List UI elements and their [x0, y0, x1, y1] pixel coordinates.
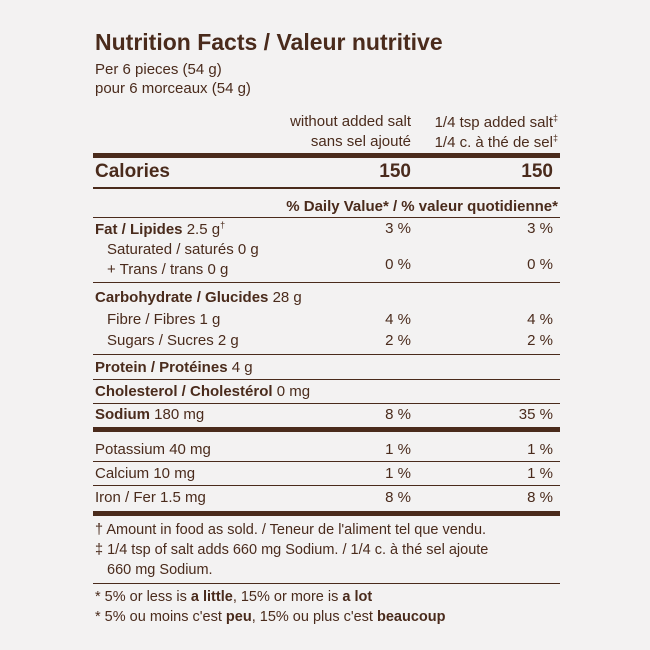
rule	[93, 354, 560, 355]
col-header: without added salt	[290, 113, 411, 130]
nutrient: Cholesterol / Cholestérol 0 mg	[95, 384, 310, 399]
rule	[93, 282, 560, 283]
dv-note-text: , 15% or more is	[232, 589, 343, 605]
dv-note: * 5% or less is a little, 15% or more is…	[95, 590, 372, 605]
rule	[93, 379, 560, 380]
rule	[93, 217, 560, 218]
dv-value: 1 %	[527, 465, 553, 482]
note-mark: †	[220, 220, 226, 230]
footnote-text: 1/4 tsp of salt adds 660 mg Sodium. / 1/…	[107, 542, 489, 558]
serving-en: Per 6 pieces (54 g)	[95, 61, 222, 78]
dv-value: 8 %	[527, 489, 553, 506]
calories-value: 150	[379, 161, 411, 182]
amount: 2.5 g	[186, 221, 221, 238]
dv-note-text: * 5% ou moins c'est	[95, 609, 226, 625]
dv-note-text: , 15% ou plus c'est	[251, 609, 377, 625]
footnote: † Amount in food as sold. / Teneur de l'…	[95, 523, 486, 538]
nutrient-name: Sodium	[95, 406, 150, 423]
dv-note-text: a little	[190, 589, 233, 605]
dv-note-text: peu	[225, 609, 252, 625]
rule	[93, 485, 560, 486]
rule	[93, 153, 560, 158]
nutrient-name: Iron / Fer 1.5 mg	[95, 489, 206, 506]
dv-value: 4 %	[385, 311, 411, 328]
note-mark: ‡	[552, 133, 558, 143]
dv-value: 2 %	[527, 332, 553, 349]
rule	[93, 511, 560, 516]
dv-value: 0 %	[527, 256, 553, 273]
dv-value: 0 %	[385, 256, 411, 273]
rule	[93, 187, 560, 189]
nutrient-name: Fibre / Fibres 1 g	[107, 311, 221, 328]
nutrient: Protein / Protéines 4 g	[95, 360, 253, 375]
dv-value: 1 %	[385, 465, 411, 482]
nutrient-name: Saturated / saturés 0 g	[107, 241, 259, 258]
dv-value: 8 %	[385, 489, 411, 506]
rule	[93, 461, 560, 462]
nutrient-name: Potassium 40 mg	[95, 441, 211, 458]
nutrient: Sodium 180 mg	[95, 407, 204, 422]
nutrient-name: Carbohydrate / Glucides	[95, 289, 269, 306]
col-header: 1/4 c. à thé de sel‡	[434, 133, 558, 151]
nutrient-name: Fat / Lipides	[95, 221, 183, 238]
dv-value: 35 %	[518, 406, 553, 423]
col-header-text: 1/4 tsp added salt	[434, 114, 553, 131]
dv-value: 3 %	[527, 220, 553, 237]
footnote: ‡ 1/4 tsp of salt adds 660 mg Sodium. / …	[95, 543, 488, 558]
rule	[93, 427, 560, 432]
amount: 180 mg	[154, 406, 205, 423]
amount: 28 g	[272, 289, 302, 306]
dv-value: 1 %	[527, 441, 553, 458]
nutrient: Carbohydrate / Glucides 28 g	[95, 290, 302, 305]
footnote-text: Amount in food as sold. / Teneur de l'al…	[106, 522, 487, 538]
nutrient: Fat / Lipides 2.5 g†	[95, 220, 226, 238]
col-header: sans sel ajouté	[310, 133, 411, 150]
dv-value: 8 %	[385, 406, 411, 423]
nutrient-name: Sugars / Sucres 2 g	[107, 332, 239, 349]
nutrient-name: + Trans / trans 0 g	[107, 261, 229, 278]
calories-label: Calories	[95, 161, 170, 182]
calories-value: 150	[521, 161, 553, 182]
nutrient-name: Cholesterol / Cholestérol	[95, 383, 273, 400]
dv-value: 1 %	[385, 441, 411, 458]
rule	[93, 583, 560, 584]
amount: 0 mg	[276, 383, 311, 400]
dv-note-text: * 5% or less is	[95, 589, 191, 605]
dv-note: * 5% ou moins c'est peu, 15% ou plus c'e…	[95, 610, 445, 625]
dv-value: 4 %	[527, 311, 553, 328]
dv-note-text: beaucoup	[377, 609, 446, 625]
nutrient-name: Protein / Protéines	[95, 359, 228, 376]
dv-value: 2 %	[385, 332, 411, 349]
amount: 4 g	[231, 359, 253, 376]
nutrient-name: Calcium 10 mg	[95, 465, 196, 482]
rule	[93, 403, 560, 404]
note-mark: ‡	[552, 113, 558, 123]
title: Nutrition Facts / Valeur nutritive	[95, 29, 443, 55]
dv-header: % Daily Value* / % valeur quotidienne*	[286, 198, 558, 215]
note-mark: †	[95, 522, 104, 538]
note-mark: ‡	[95, 542, 104, 558]
col-header-text: 1/4 c. à thé de sel	[434, 134, 553, 151]
dv-value: 3 %	[385, 220, 411, 237]
col-header: 1/4 tsp added salt‡	[434, 113, 558, 131]
serving-fr: pour 6 morceaux (54 g)	[95, 80, 251, 97]
footnote-text: 660 mg Sodium.	[107, 562, 213, 578]
dv-note-text: a lot	[342, 589, 373, 605]
